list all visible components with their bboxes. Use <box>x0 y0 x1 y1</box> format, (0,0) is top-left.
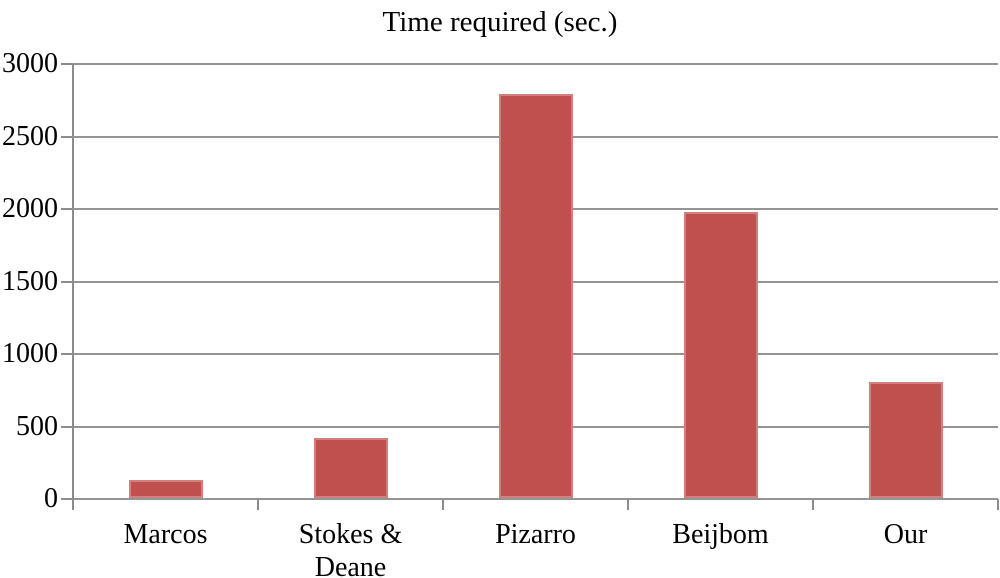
x-axis-tick <box>257 499 259 510</box>
x-axis-tick <box>627 499 629 510</box>
y-axis-tick-label: 2000 <box>2 193 58 224</box>
y-axis-tick <box>61 280 73 283</box>
chart-title: Time required (sec.) <box>382 6 618 38</box>
bar-pizarro <box>498 94 573 498</box>
y-axis-tick-label: 500 <box>16 410 58 442</box>
x-axis-category-label: Stokes & Deane <box>298 519 403 578</box>
bar-our <box>868 382 943 498</box>
y-axis-tick-label: 2500 <box>2 120 58 152</box>
x-axis-tick <box>442 499 444 510</box>
x-axis-tick <box>997 499 999 510</box>
y-axis-tick <box>61 353 73 355</box>
x-axis-category-label: Marcos <box>123 519 208 550</box>
y-axis-tick <box>61 208 73 210</box>
bar-beijbom <box>683 211 758 498</box>
bar-stokes-deane <box>313 437 388 498</box>
y-axis-tick-label: 3000 <box>2 48 58 79</box>
x-axis-tick <box>72 499 74 510</box>
x-axis-category-label: Pizarro <box>495 519 576 550</box>
x-axis-tick <box>812 499 814 510</box>
bar-marcos <box>128 479 203 498</box>
y-axis-tick <box>61 425 73 428</box>
y-axis-tick <box>61 498 73 500</box>
gridline-y-0 <box>73 498 998 500</box>
y-axis-tick-label: 1000 <box>2 338 58 369</box>
y-axis-tick <box>61 135 73 138</box>
gridline-y-3000 <box>73 63 998 65</box>
y-axis-tick-label: 0 <box>44 483 58 514</box>
y-axis-tick-label: 1500 <box>2 265 58 297</box>
x-axis-category-label: Our <box>883 519 928 550</box>
x-axis-category-label: Beijbom <box>672 519 769 550</box>
y-axis-line <box>72 64 74 510</box>
y-axis-tick <box>61 63 73 65</box>
